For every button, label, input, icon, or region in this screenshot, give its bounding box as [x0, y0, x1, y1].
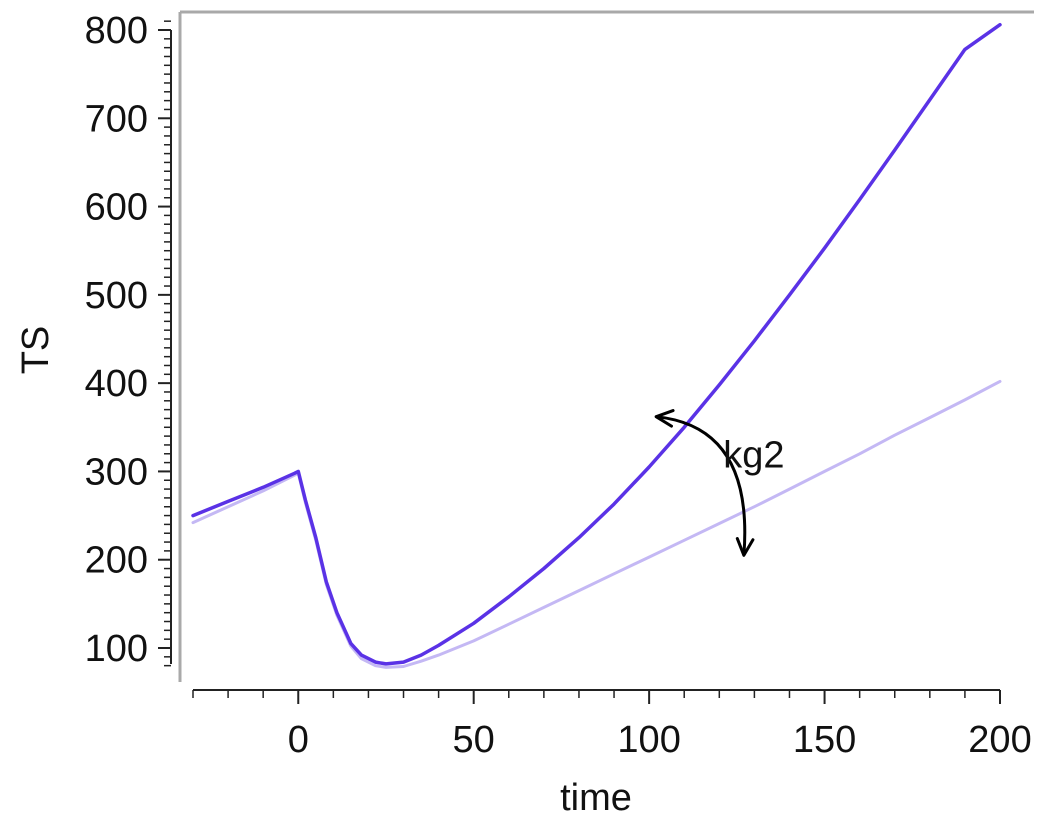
y-tick-label: 700 — [85, 98, 148, 140]
plot-frame — [178, 10, 1034, 682]
series-layer — [191, 22, 1002, 669]
x-axis: 0 50 100 150 200 — [192, 689, 1032, 761]
y-axis: 100 200 300 400 500 600 700 800 — [85, 10, 172, 670]
annotation-layer: kg2 — [654, 409, 785, 557]
y-tick-label: 300 — [85, 451, 148, 493]
x-tick-label: 0 — [288, 719, 309, 761]
annotation-label: kg2 — [723, 434, 784, 476]
annotation-arrow — [655, 415, 747, 556]
series-line-1 — [191, 22, 1002, 666]
y-tick-label: 200 — [85, 540, 148, 582]
y-tick-label: 100 — [85, 628, 148, 670]
arrowhead-start — [654, 409, 675, 428]
y-tick-label: 400 — [85, 363, 148, 405]
series-line-2 — [191, 379, 1002, 669]
x-tick-label: 200 — [968, 719, 1031, 761]
y-tick-label: 500 — [85, 275, 148, 317]
x-tick-label: 50 — [453, 719, 495, 761]
arrowhead-end — [735, 537, 755, 557]
x-tick-label: 150 — [793, 719, 856, 761]
x-tick-label: 100 — [617, 719, 680, 761]
y-axis-title: TS — [15, 326, 57, 375]
x-axis-title: time — [560, 777, 632, 819]
y-tick-label: 600 — [85, 187, 148, 229]
y-tick-label: 800 — [85, 10, 148, 52]
